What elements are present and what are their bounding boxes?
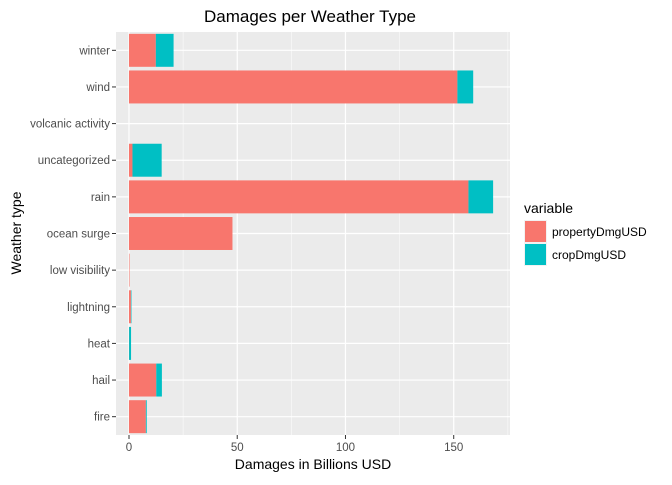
legend-items: propertyDmgUSD cropDmgUSD (524, 220, 647, 266)
x-axis: 0 50 100 150 (126, 435, 463, 454)
y-axis-title: Weather type (8, 191, 24, 274)
x-tick-label: 0 (126, 442, 132, 454)
y-tick-label: rain (91, 192, 110, 204)
bar-propertyDmgUSD-winter (128, 33, 156, 67)
bar-propertyDmgUSD-uncategorized (128, 143, 133, 177)
bar-cropDmgUSD-wind (457, 70, 474, 104)
bar-propertyDmgUSD-fire (128, 400, 146, 434)
bar-propertyDmgUSD-ocean-surge (128, 217, 233, 250)
legend-label-propertyDmgUSD: propertyDmgUSD (552, 225, 647, 239)
legend-label-cropDmgUSD: cropDmgUSD (552, 248, 626, 262)
bar-propertyDmgUSD-hail (128, 363, 157, 397)
legend-swatch-cropDmgUSD (525, 244, 546, 265)
y-tick-label: low visibility (50, 265, 110, 277)
y-tick-label: volcanic activity (30, 119, 110, 131)
x-tick-label: 150 (444, 442, 463, 454)
y-tick-label: lightning (67, 302, 110, 314)
bar-propertyDmgUSD-lightning (128, 290, 131, 324)
bar-cropDmgUSD-rain (468, 180, 494, 214)
y-tick-label: heat (88, 338, 111, 350)
bar-cropDmgUSD-lightning (130, 290, 132, 324)
chart-title: Damages per Weather Type (204, 7, 416, 26)
y-tick-label: hail (92, 375, 110, 387)
y-axis: fire hail heat lightning low visibility ocean… (30, 45, 116, 424)
bar-propertyDmgUSD-low-visibility (128, 253, 130, 287)
bar-propertyDmgUSD-rain (128, 180, 469, 214)
y-tick-label: uncategorized (38, 155, 110, 167)
x-tick-label: 50 (231, 442, 244, 454)
bar-cropDmgUSD-winter (155, 33, 174, 67)
y-tick-label: winter (78, 45, 110, 57)
bar-cropDmgUSD-hail (156, 363, 162, 397)
bar-cropDmgUSD-uncategorized (132, 143, 162, 177)
x-axis-title: Damages in Billions USD (235, 456, 391, 472)
y-tick-label: wind (85, 82, 110, 94)
bar-cropDmgUSD-fire (145, 400, 147, 434)
bars (128, 33, 494, 434)
legend-title: variable (524, 200, 573, 216)
x-tick-label: 100 (336, 442, 355, 454)
legend: variable propertyDmgUSD cropDmgUSD (524, 200, 647, 266)
y-tick-label: ocean surge (47, 229, 110, 241)
legend-swatch-propertyDmgUSD (525, 221, 546, 242)
y-tick-label: fire (94, 412, 110, 424)
bar-propertyDmgUSD-wind (128, 70, 458, 104)
bar-cropDmgUSD-heat (129, 326, 132, 360)
